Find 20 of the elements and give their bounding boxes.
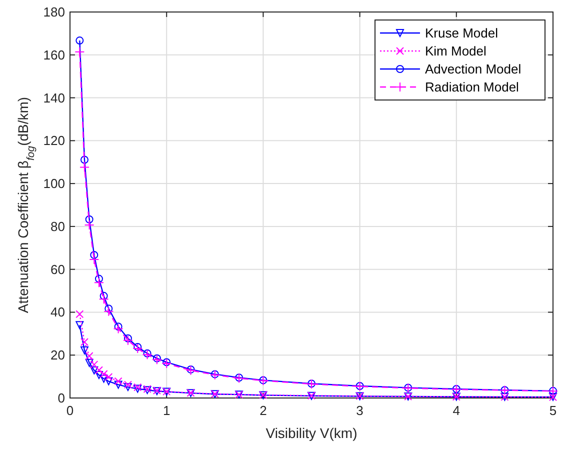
y-tick-label: 100 [43, 176, 65, 192]
y-tick-label: 120 [43, 133, 65, 148]
x-tick-label: 2 [260, 403, 267, 418]
x-tick-label: 4 [452, 403, 460, 418]
y-tick-label: 140 [43, 90, 65, 106]
legend-label: Advection Model [425, 62, 522, 76]
x-tick-label: 1 [162, 403, 170, 418]
legend-label: Kruse Model [425, 26, 498, 40]
y-tick-label: 0 [58, 390, 65, 406]
y-tick-label: 60 [50, 262, 65, 277]
legend-label: Radiation Model [425, 80, 520, 94]
y-tick-label: 80 [50, 218, 65, 234]
y-tick-label: 40 [50, 304, 65, 320]
legend-label: Kim Model [425, 44, 487, 58]
y-tick-label: 180 [43, 4, 65, 20]
y-tick-label: 160 [43, 47, 65, 62]
x-tick-label: 5 [549, 403, 557, 418]
x-tick-label: 3 [356, 403, 364, 418]
y-tick-label: 20 [50, 348, 65, 363]
x-axis-title: Visibility V(km) [266, 425, 358, 441]
